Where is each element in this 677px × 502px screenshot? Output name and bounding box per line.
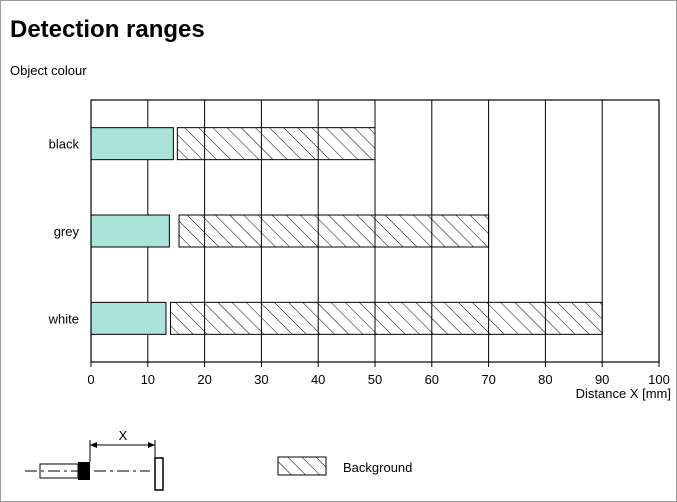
x-tick-label: 70 (481, 372, 495, 387)
category-label: grey (54, 224, 80, 239)
x-tick-label: 0 (87, 372, 94, 387)
x-tick-label: 50 (368, 372, 382, 387)
category-label: white (48, 311, 79, 326)
bar-background-grey (178, 214, 490, 248)
y-axis-title: Object colour (10, 63, 87, 78)
legend: Background (277, 456, 412, 476)
bar-object-black (90, 127, 174, 161)
x-tick-label: 60 (425, 372, 439, 387)
x-axis-title: Distance X [mm] (576, 386, 671, 401)
bar-object-white (90, 301, 167, 335)
bars-layer (90, 127, 603, 335)
x-tick-label: 90 (595, 372, 609, 387)
sensor-distance-diagram: X (25, 428, 164, 491)
target-object (154, 457, 164, 491)
sensor-lens (78, 462, 90, 480)
bar-object-grey (90, 214, 170, 248)
x-tick-label: 30 (254, 372, 268, 387)
chart-title: Detection ranges (10, 16, 205, 43)
legend-swatch-background (277, 456, 327, 476)
x-tick-label: 100 (648, 372, 670, 387)
x-tick-label: 40 (311, 372, 325, 387)
x-tick-label: 20 (197, 372, 211, 387)
labels-layer: 0 10 20 30 40 50 60 70 80 90 100 black grey white (48, 137, 670, 387)
category-label: black (49, 137, 80, 152)
x-tick-label: 10 (141, 372, 155, 387)
plot-area-border (90, 99, 660, 363)
legend-label-background: Background (343, 460, 412, 475)
bar-background-white (170, 301, 603, 335)
x-tick-label: 80 (538, 372, 552, 387)
bar-background-black (176, 127, 376, 161)
distance-symbol: X (119, 428, 128, 443)
